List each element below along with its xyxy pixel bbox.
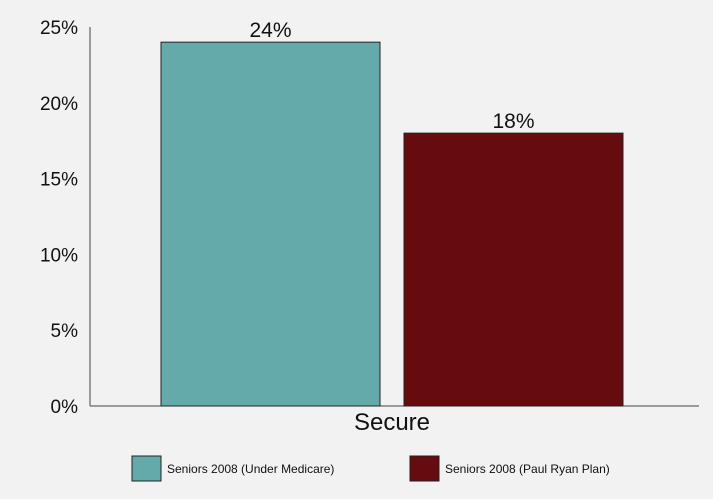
legend-swatch (409, 455, 440, 482)
chart-bars (160, 41, 624, 407)
y-tick-label: 10% (40, 245, 78, 266)
y-tick-label: 5% (51, 321, 79, 342)
bar (160, 41, 381, 407)
x-axis-categories: Secure (354, 409, 430, 436)
x-category-label: Secure (354, 409, 430, 436)
y-tick-label: 0% (51, 397, 79, 418)
bar-value-label: 24% (249, 19, 291, 42)
legend-swatch (131, 455, 162, 482)
legend-label: Seniors 2008 (Paul Ryan Plan) (445, 462, 610, 476)
chart-legend: Seniors 2008 (Under Medicare) Seniors 200… (131, 455, 610, 482)
bar-value-label: 18% (492, 110, 534, 133)
data-labels: 24% 18% (249, 19, 534, 133)
y-tick-label: 15% (40, 170, 78, 191)
legend-label: Seniors 2008 (Under Medicare) (167, 462, 334, 476)
y-tick-label: 20% (40, 94, 78, 115)
bar (403, 132, 624, 407)
y-tick-label: 25% (40, 18, 78, 39)
y-axis-ticks: 0% 5% 10% 15% 20% 25% (40, 18, 78, 418)
